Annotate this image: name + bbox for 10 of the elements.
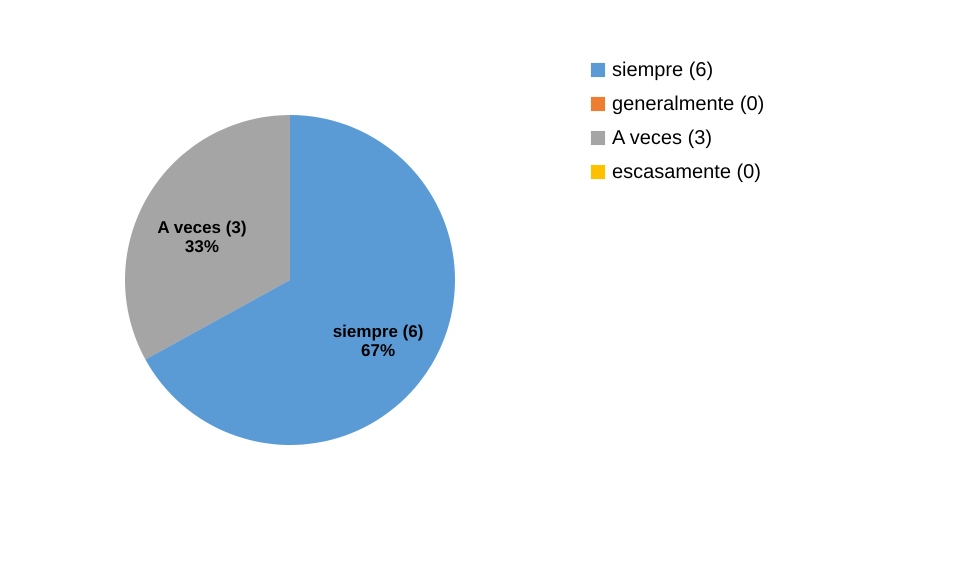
legend-label: A veces (3) — [612, 127, 712, 149]
legend-label: siempre (6) — [612, 59, 714, 81]
slice-label: siempre (6) — [332, 322, 424, 342]
data-label: 33% — [184, 236, 219, 256]
data-label: 67% — [361, 341, 396, 360]
legend-label: escasamente (0) — [612, 161, 761, 183]
legend-label: generalmente (0) — [612, 93, 764, 115]
slice-label: A veces (3) — [157, 218, 247, 237]
pie-slice — [125, 115, 290, 360]
pie-slice — [145, 115, 455, 445]
